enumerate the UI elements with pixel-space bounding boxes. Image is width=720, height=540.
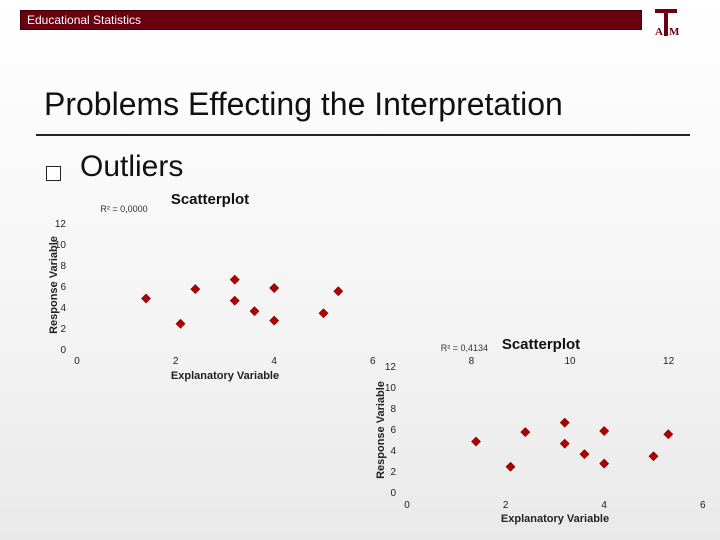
y-tick-label: 6	[390, 425, 396, 436]
svg-text:A: A	[655, 26, 663, 38]
data-point	[559, 417, 570, 428]
data-point	[333, 286, 344, 297]
chart-title: Scatterplot	[502, 336, 580, 353]
data-point	[229, 295, 240, 306]
data-point	[269, 283, 280, 293]
header-bar: Educational Statistics	[20, 10, 642, 30]
x-tick-label: 8	[469, 356, 475, 367]
y-tick-label: 6	[60, 282, 66, 293]
header-title: Educational Statistics	[27, 13, 142, 27]
x-tick-label: 0	[404, 500, 410, 511]
x-tick-label: 12	[663, 356, 675, 367]
data-point	[505, 461, 516, 472]
data-point	[471, 436, 481, 447]
data-point	[190, 284, 201, 295]
data-point	[559, 438, 570, 449]
data-point	[318, 308, 329, 319]
data-point	[249, 306, 260, 317]
y-tick-label: 0	[60, 345, 66, 356]
x-tick-label: 4	[271, 356, 277, 367]
y-axis-label: Response Variable	[375, 381, 387, 479]
atm-logo-icon: A M	[655, 9, 680, 38]
y-tick-label: 2	[390, 467, 396, 478]
data-point	[141, 293, 151, 304]
y-tick-label: 2	[60, 324, 66, 335]
data-point	[599, 458, 610, 469]
x-tick-label: 4	[601, 500, 607, 511]
data-point	[520, 427, 531, 438]
svg-text:M: M	[669, 26, 680, 38]
data-point	[269, 315, 280, 326]
x-tick-label: 6	[700, 500, 706, 511]
x-axis-label: Explanatory Variable	[171, 370, 279, 382]
data-point	[579, 449, 590, 460]
y-tick-label: 8	[390, 404, 396, 415]
bullet-square-icon	[46, 166, 61, 181]
bullet-label: Outliers	[80, 150, 184, 183]
y-axis-label: Response Variable	[48, 236, 60, 334]
x-axis-label: Explanatory Variable	[501, 513, 609, 525]
chart-title: Scatterplot	[171, 191, 249, 208]
data-point	[648, 451, 659, 462]
data-point	[663, 429, 674, 440]
x-tick-label: 0	[74, 356, 80, 367]
data-point	[229, 274, 240, 285]
title-divider	[36, 134, 690, 136]
r-squared-label: R² = 0,0000	[100, 204, 147, 214]
x-tick-label: 6	[370, 356, 376, 367]
data-point	[599, 426, 610, 436]
y-tick-label: 8	[60, 261, 66, 272]
y-tick-label: 4	[60, 303, 66, 314]
x-tick-label: 10	[564, 356, 576, 367]
y-tick-label: 4	[390, 446, 396, 457]
r-squared-label: R² = 0,4134	[441, 343, 488, 353]
y-tick-label: 12	[385, 362, 397, 373]
y-tick-label: 10	[385, 383, 397, 394]
data-point	[175, 318, 186, 329]
y-tick-label: 0	[390, 488, 396, 499]
x-tick-label: 2	[173, 356, 179, 367]
slide-title: Problems Effecting the Interpretation	[44, 86, 563, 122]
x-tick-label: 2	[503, 500, 509, 511]
y-tick-label: 12	[55, 219, 67, 230]
y-tick-label: 10	[55, 240, 67, 251]
